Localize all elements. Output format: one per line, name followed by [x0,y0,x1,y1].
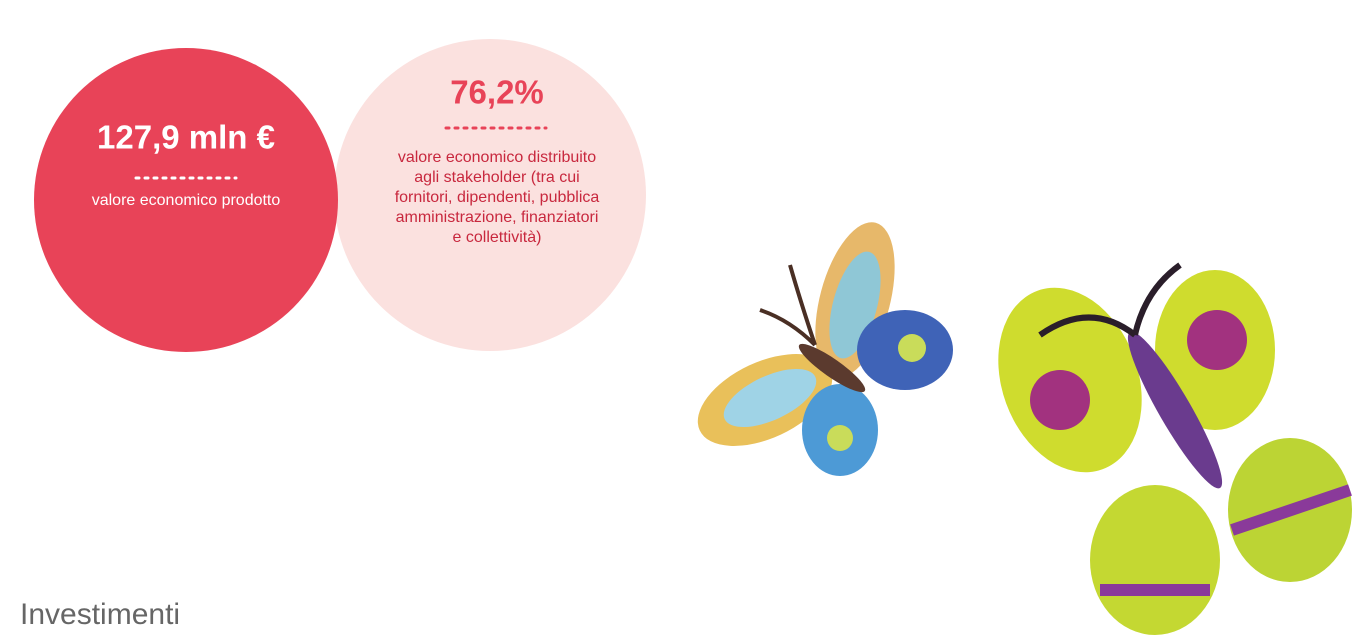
distributed-label-line: amministrazione, finanziatori [396,209,599,226]
produced-label: valore economico prodotto [92,192,281,209]
distributed-label-line: e collettività) [453,229,542,246]
section-title: Investimenti [20,598,180,631]
distributed-label-line: valore economico distribuito [398,149,596,166]
distributed-label-line: fornitori, dipendenti, pubblica [395,189,600,206]
butterfly-large [974,265,1352,635]
distributed-value: 76,2% [450,74,544,111]
distributed-label-line: agli stakeholder (tra cui [414,169,579,186]
produced-value: 127,9 mln € [97,119,275,156]
butterfly-small [684,214,953,476]
page: 127,9 mln € valore economico prodotto 76… [0,0,1359,642]
